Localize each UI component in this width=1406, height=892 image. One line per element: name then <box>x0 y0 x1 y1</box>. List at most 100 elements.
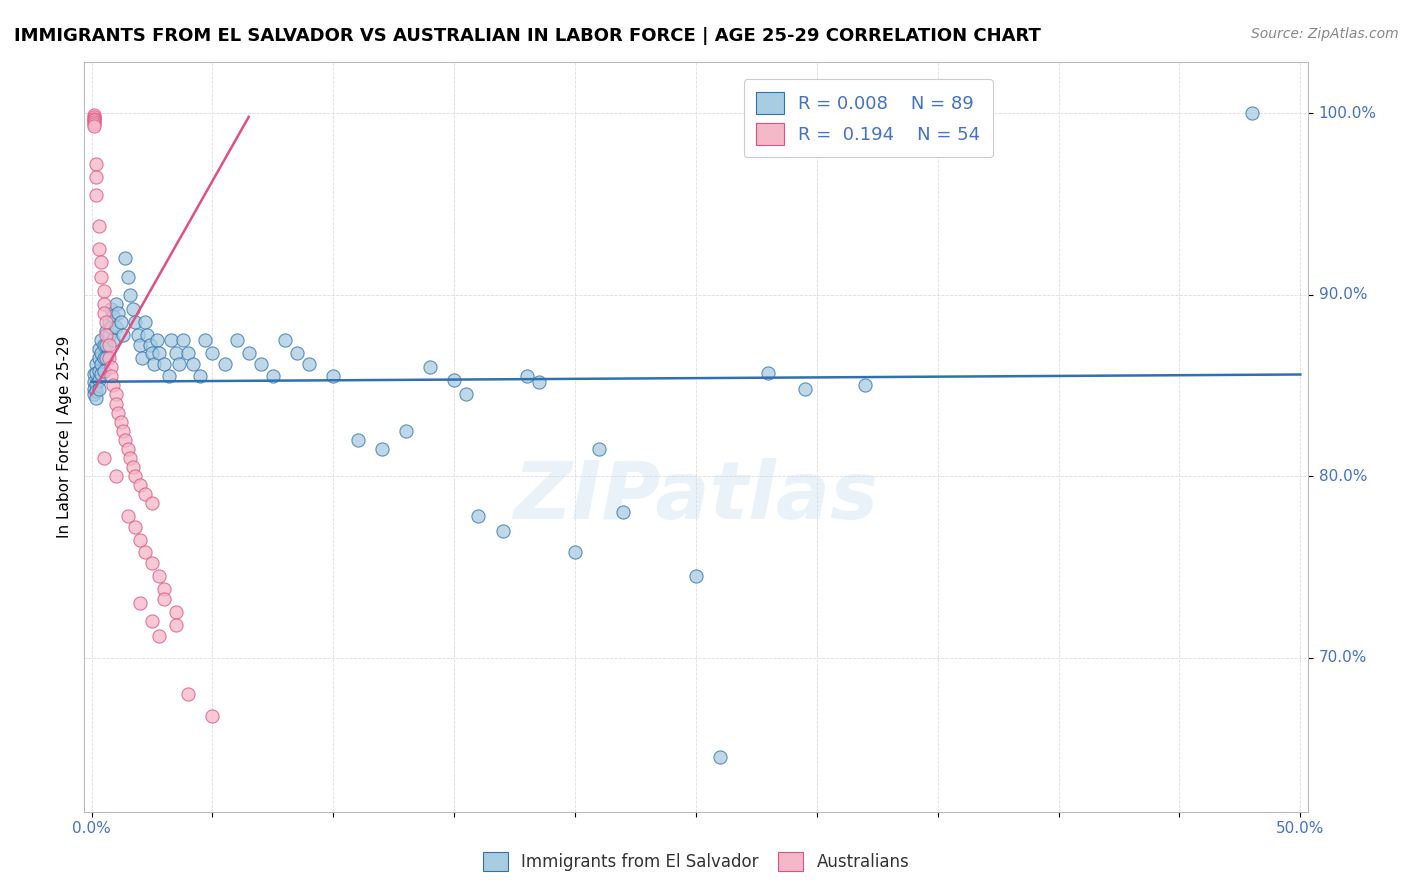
Point <box>114 433 136 447</box>
Point <box>181 357 204 371</box>
Point <box>134 487 156 501</box>
Point <box>134 315 156 329</box>
Point <box>87 219 110 233</box>
Point <box>107 406 129 420</box>
Point <box>165 605 187 619</box>
Point <box>148 345 170 359</box>
Point <box>94 324 117 338</box>
Point <box>87 342 110 356</box>
Point <box>793 382 815 396</box>
Point <box>124 315 146 329</box>
Point <box>83 113 105 128</box>
Point <box>83 115 105 129</box>
Point <box>201 345 224 359</box>
Point <box>100 369 122 384</box>
Point <box>93 450 115 465</box>
Point <box>131 351 153 366</box>
Point <box>93 338 115 352</box>
Point <box>103 310 125 324</box>
Point <box>114 252 136 266</box>
Point <box>93 351 115 366</box>
Point <box>110 315 132 329</box>
Point <box>94 351 117 366</box>
Point <box>516 369 538 384</box>
Point <box>685 569 707 583</box>
Point <box>346 433 368 447</box>
Point <box>129 596 152 610</box>
Text: 80.0%: 80.0% <box>1319 468 1367 483</box>
Point <box>165 618 187 632</box>
Point <box>93 284 115 298</box>
Point <box>86 366 108 380</box>
Point <box>117 508 139 523</box>
Point <box>86 391 108 405</box>
Point <box>146 333 169 347</box>
Point <box>127 327 149 342</box>
Point <box>141 556 163 570</box>
Point <box>86 357 108 371</box>
Point <box>121 302 143 317</box>
Point <box>124 520 146 534</box>
Point <box>112 327 135 342</box>
Point <box>134 545 156 559</box>
Point <box>100 302 122 317</box>
Point <box>87 373 110 387</box>
Point <box>148 569 170 583</box>
Point <box>250 357 273 371</box>
Point <box>94 338 117 352</box>
Point <box>83 110 105 124</box>
Point <box>1240 106 1263 120</box>
Point <box>124 469 146 483</box>
Point <box>103 378 125 392</box>
Point <box>194 333 217 347</box>
Point <box>90 357 112 371</box>
Point <box>153 582 176 596</box>
Text: 90.0%: 90.0% <box>1319 287 1367 302</box>
Point <box>527 375 550 389</box>
Point <box>112 424 135 438</box>
Point <box>94 327 117 342</box>
Point <box>100 360 122 375</box>
Point <box>90 345 112 359</box>
Point <box>165 345 187 359</box>
Point <box>370 442 392 456</box>
Point <box>86 157 108 171</box>
Point <box>107 306 129 320</box>
Point <box>322 369 344 384</box>
Point <box>86 187 108 202</box>
Point <box>285 345 308 359</box>
Point <box>104 396 127 410</box>
Point <box>117 269 139 284</box>
Point <box>214 357 236 371</box>
Point <box>491 524 513 538</box>
Point <box>129 478 152 492</box>
Point <box>138 338 160 352</box>
Point <box>87 351 110 366</box>
Point <box>419 360 441 375</box>
Y-axis label: In Labor Force | Age 25-29: In Labor Force | Age 25-29 <box>58 336 73 538</box>
Point <box>201 708 224 723</box>
Point <box>141 345 163 359</box>
Point <box>148 629 170 643</box>
Point <box>153 357 176 371</box>
Point <box>612 505 634 519</box>
Point <box>93 306 115 320</box>
Point <box>97 338 120 352</box>
Point <box>97 351 120 366</box>
Point <box>136 327 159 342</box>
Point <box>129 338 152 352</box>
Point <box>110 415 132 429</box>
Point <box>564 545 586 559</box>
Text: ZIPatlas: ZIPatlas <box>513 458 879 536</box>
Point <box>177 687 200 701</box>
Point <box>90 333 112 347</box>
Point <box>93 297 115 311</box>
Point <box>443 373 465 387</box>
Point <box>93 364 115 378</box>
Point <box>190 369 212 384</box>
Point <box>86 376 108 391</box>
Point <box>456 387 478 401</box>
Point <box>120 287 142 301</box>
Point <box>83 112 105 126</box>
Point <box>86 169 108 184</box>
